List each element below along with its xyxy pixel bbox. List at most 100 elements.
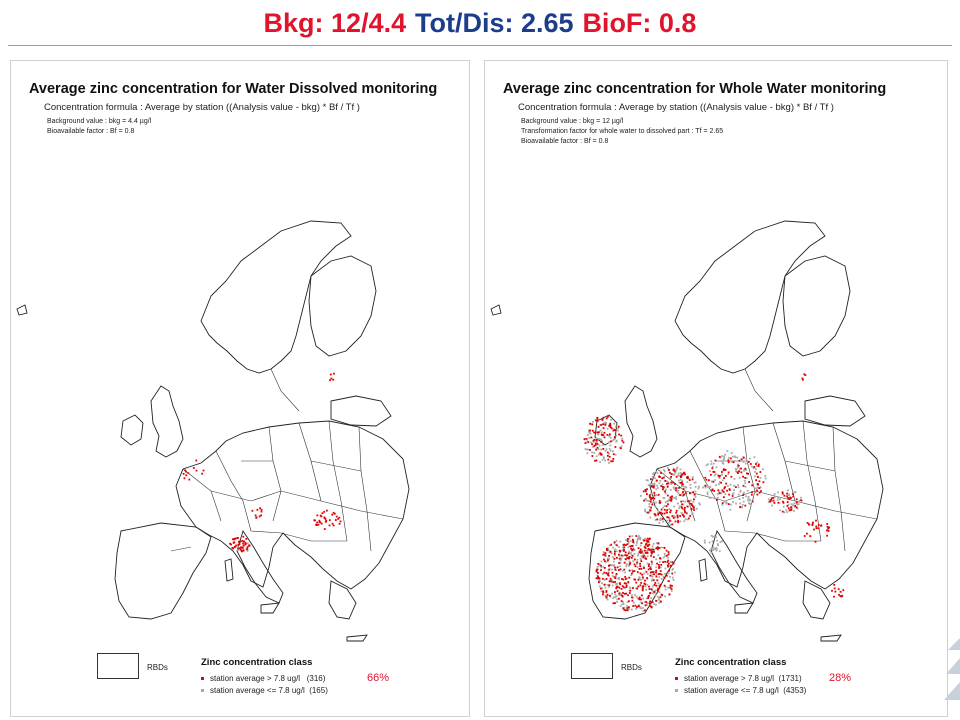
station-point bbox=[622, 601, 624, 603]
station-point bbox=[658, 561, 661, 563]
station-point bbox=[332, 511, 335, 514]
station-point bbox=[733, 489, 735, 491]
station-point bbox=[601, 577, 604, 580]
station-point bbox=[724, 469, 727, 471]
station-point bbox=[616, 556, 618, 559]
station-point bbox=[667, 572, 670, 575]
country-outline bbox=[260, 602, 280, 614]
station-point bbox=[651, 545, 654, 548]
station-point bbox=[654, 477, 657, 480]
station-point bbox=[668, 508, 671, 511]
station-point bbox=[767, 498, 770, 501]
station-point bbox=[645, 490, 647, 493]
station-point bbox=[640, 495, 642, 497]
station-point bbox=[611, 564, 614, 566]
station-point bbox=[733, 455, 736, 458]
station-point bbox=[611, 571, 614, 574]
station-point bbox=[692, 500, 695, 503]
station-point bbox=[618, 593, 620, 596]
station-point bbox=[587, 434, 589, 436]
station-point bbox=[759, 477, 762, 479]
formula-text: Concentration formula : Average by stati… bbox=[518, 102, 834, 113]
station-point bbox=[642, 576, 644, 579]
formula-text: Concentration formula : Average by stati… bbox=[44, 102, 360, 113]
station-point bbox=[657, 509, 660, 512]
station-point bbox=[597, 563, 600, 565]
station-point bbox=[642, 552, 645, 555]
station-point bbox=[229, 542, 231, 545]
station-point bbox=[615, 539, 618, 542]
station-point bbox=[640, 551, 643, 553]
station-point bbox=[620, 593, 622, 596]
station-point bbox=[682, 488, 685, 490]
station-point bbox=[663, 470, 666, 473]
station-point bbox=[654, 582, 657, 584]
station-point bbox=[595, 570, 598, 573]
station-point bbox=[710, 480, 713, 483]
station-point bbox=[668, 521, 670, 524]
station-point bbox=[604, 583, 607, 586]
station-point bbox=[599, 429, 602, 432]
station-point bbox=[646, 578, 649, 580]
station-point bbox=[628, 538, 631, 540]
station-point bbox=[651, 548, 653, 551]
station-point bbox=[653, 494, 656, 497]
station-point bbox=[749, 463, 752, 465]
station-point bbox=[610, 579, 613, 581]
station-point bbox=[742, 475, 744, 478]
station-point bbox=[659, 573, 661, 575]
station-point bbox=[614, 591, 616, 593]
station-point bbox=[689, 504, 691, 507]
station-point bbox=[642, 565, 645, 568]
station-point bbox=[613, 576, 616, 579]
station-point bbox=[747, 472, 750, 475]
station-point bbox=[667, 500, 670, 503]
station-point bbox=[320, 515, 323, 518]
station-point bbox=[600, 564, 602, 567]
country-outline bbox=[820, 634, 842, 642]
station-point bbox=[621, 569, 624, 572]
station-point bbox=[607, 572, 610, 575]
station-point bbox=[670, 587, 673, 590]
station-point bbox=[625, 584, 628, 587]
station-point bbox=[614, 581, 616, 583]
station-point bbox=[626, 577, 629, 580]
station-point bbox=[602, 423, 604, 426]
station-point bbox=[764, 475, 767, 477]
station-point bbox=[722, 490, 725, 493]
station-point bbox=[732, 461, 735, 464]
station-point bbox=[738, 498, 741, 500]
station-point bbox=[652, 483, 654, 485]
station-point bbox=[192, 467, 195, 469]
station-point bbox=[739, 505, 742, 508]
station-point bbox=[633, 549, 636, 551]
station-point bbox=[715, 549, 718, 552]
station-point bbox=[745, 477, 748, 479]
rbd-border bbox=[358, 426, 372, 552]
station-point bbox=[184, 469, 187, 472]
station-point bbox=[655, 470, 658, 473]
station-point bbox=[620, 447, 622, 450]
station-point bbox=[625, 544, 627, 546]
station-point bbox=[756, 489, 758, 492]
station-point bbox=[671, 569, 674, 571]
station-point bbox=[655, 501, 657, 504]
station-point bbox=[645, 604, 648, 606]
station-point bbox=[722, 469, 725, 472]
station-point bbox=[614, 593, 617, 596]
station-point bbox=[710, 534, 713, 537]
station-point bbox=[611, 575, 614, 577]
station-point bbox=[594, 444, 597, 447]
station-point bbox=[649, 574, 652, 577]
station-point bbox=[659, 517, 662, 520]
slide-title: Bkg: 12/4.4 Tot/Dis: 2.65 BioF: 0.8 bbox=[0, 0, 960, 46]
station-point bbox=[660, 485, 663, 487]
title-bkg: Bkg: 12/4.4 bbox=[263, 8, 407, 38]
station-point bbox=[715, 548, 718, 551]
country-outline bbox=[308, 255, 377, 357]
station-point bbox=[660, 566, 662, 569]
station-point bbox=[741, 506, 744, 509]
station-point bbox=[748, 460, 750, 463]
station-point bbox=[251, 509, 254, 512]
station-point bbox=[639, 544, 642, 547]
